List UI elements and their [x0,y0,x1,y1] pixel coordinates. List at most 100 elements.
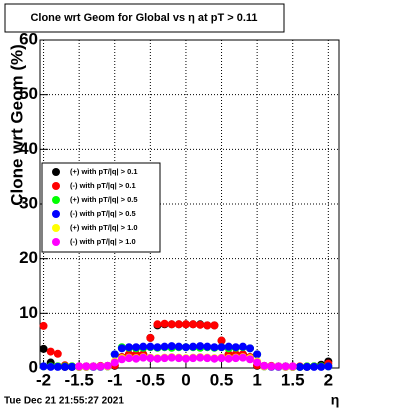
legend-label: (+) with pT/|q| > 0.5 [70,195,138,204]
legend-marker [52,210,60,218]
marker [210,343,219,352]
marker [46,347,55,356]
marker [217,336,226,345]
marker [238,342,247,351]
marker [53,349,62,358]
marker [181,320,190,329]
marker [39,344,48,353]
chart-title: Clone wrt Geom for Global vs η at pT > 0… [30,12,257,24]
y-tick-label: 50 [19,84,38,103]
marker [217,354,226,363]
y-tick-label: 40 [19,139,38,158]
y-axis-label: Clone wrt Geom (%) [7,44,26,206]
x-tick-label: -2 [36,370,51,389]
footer: Tue Dec 21 21:55:27 2021 [4,396,124,407]
title-box [4,3,285,33]
marker [96,362,105,371]
x-tick-label: 1 [252,370,261,389]
marker [89,362,98,371]
legend-label: (+) with pT/|q| > 1.0 [70,223,138,232]
y-tick-label: 10 [19,303,38,322]
marker [260,361,269,370]
marker [146,342,155,351]
marker [103,361,112,370]
marker [181,354,190,363]
legend-label: (-) with pT/|q| > 1.0 [70,237,136,246]
marker [189,354,198,363]
marker [117,355,126,364]
marker [203,354,212,363]
marker [224,342,233,351]
marker [160,319,169,328]
marker [295,362,304,371]
marker [246,355,255,364]
marker [196,342,205,351]
legend-label: (-) with pT/|q| > 0.1 [70,181,136,190]
marker [210,354,219,363]
y-tick-label: 20 [19,248,38,267]
marker [110,358,119,367]
marker [167,342,176,351]
marker [231,343,240,352]
y-tick-label: 60 [19,29,38,48]
marker [324,362,333,371]
marker [217,343,226,352]
marker [267,362,276,371]
marker [196,320,205,329]
marker [160,354,169,363]
legend-marker [52,238,60,246]
marker [132,343,141,352]
marker [253,358,262,367]
marker [160,342,169,351]
marker [210,321,219,330]
marker [124,343,133,352]
marker [253,350,262,359]
x-axis-label: η [331,392,340,408]
marker [139,342,148,351]
x-tick-label: 0.5 [210,370,234,389]
marker [153,343,162,352]
marker [189,320,198,329]
marker [39,321,48,330]
marker [310,362,319,371]
marker [317,362,326,371]
marker [174,320,183,329]
marker [132,354,141,363]
legend-marker [52,182,60,190]
legend-marker [52,224,60,232]
marker [281,362,290,371]
marker [203,321,212,330]
legend-label: (-) with pT/|q| > 0.5 [70,209,136,218]
legend-label: (+) with pT/|q| > 0.1 [70,167,138,176]
marker [167,320,176,329]
x-tick-label: -1 [107,370,122,389]
marker [39,362,48,371]
marker [75,362,84,371]
marker [53,362,62,371]
legend-marker [52,168,60,176]
x-tick-label: 0 [181,370,190,389]
marker [68,362,77,371]
marker [238,353,247,362]
legend-box [41,162,161,253]
marker [110,350,119,359]
marker [46,362,55,371]
marker [146,354,155,363]
x-tick-label: 2 [324,370,333,389]
x-tick-label: -0.5 [136,370,165,389]
marker [117,344,126,353]
y-tick-label: 0 [29,357,38,376]
marker [153,354,162,363]
marker [196,353,205,362]
x-tick-label: -1.5 [65,370,94,389]
marker [288,362,297,371]
marker [60,362,69,371]
marker [203,342,212,351]
marker [124,354,133,363]
marker [189,342,198,351]
marker [174,342,183,351]
marker [246,344,255,353]
marker [274,362,283,371]
marker [302,362,311,371]
